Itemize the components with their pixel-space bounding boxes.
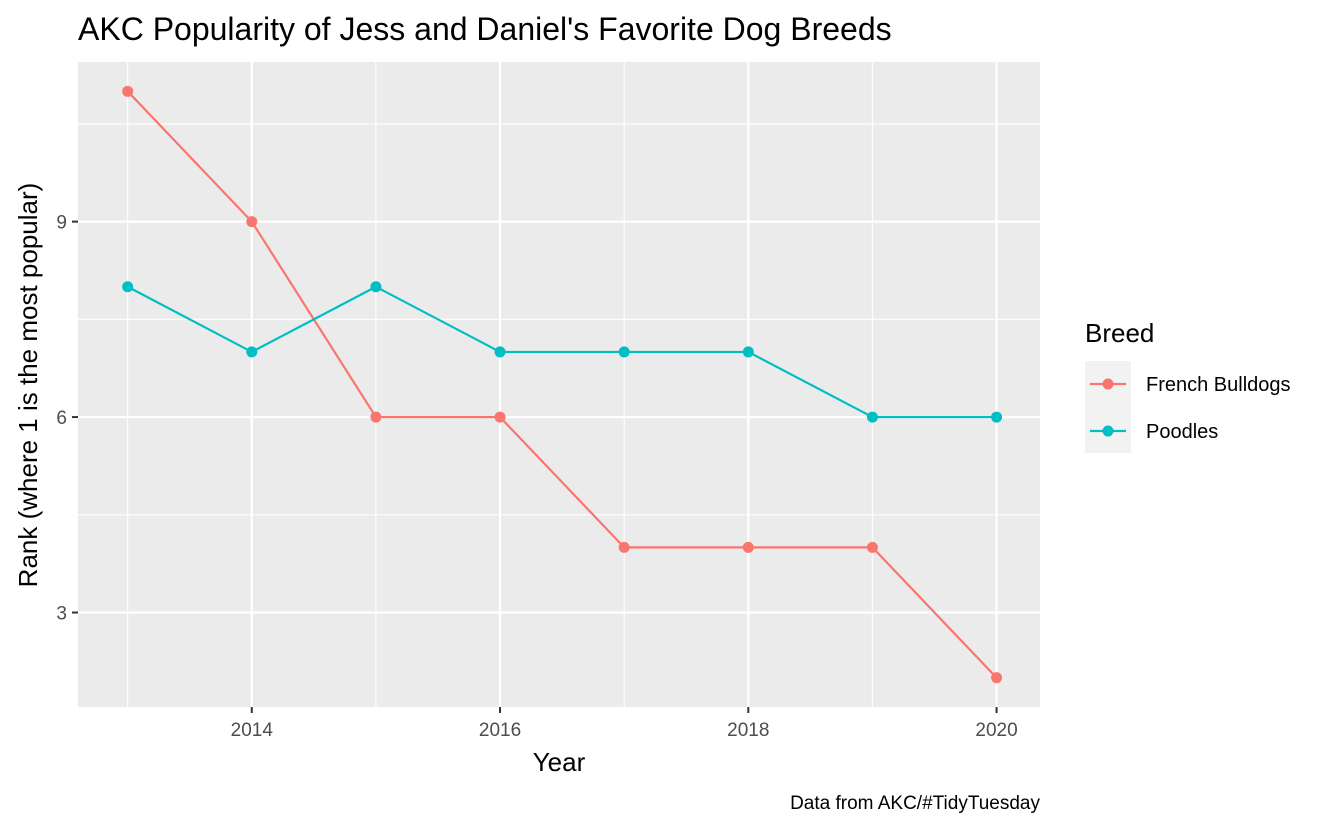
data-point (246, 346, 258, 358)
data-point (122, 281, 134, 293)
legend: Breed French Bulldogs Poodles (1085, 318, 1291, 453)
x-tick-label: 2020 (975, 720, 1017, 741)
series-line-1 (127, 285, 997, 419)
x-tick-label: 2016 (479, 720, 521, 741)
y-tick-label: 3 (56, 604, 67, 625)
data-point (866, 411, 878, 423)
y-axis-title: Rank (where 1 is the most popular) (13, 183, 43, 588)
legend-key-bg (1085, 361, 1131, 453)
x-axis-title: Year (533, 747, 586, 777)
series-layer (122, 85, 1003, 684)
legend-title: Breed (1085, 318, 1154, 348)
data-point (618, 346, 630, 358)
data-point (370, 281, 382, 293)
data-point (991, 672, 1003, 684)
data-point (866, 541, 878, 553)
x-axis-ticks: 2014 2016 2018 2020 (231, 707, 1018, 741)
data-point (742, 346, 754, 358)
plot-panel (78, 62, 1040, 707)
data-point (370, 411, 382, 423)
grid-minor (78, 62, 1040, 707)
series-line-0 (126, 90, 998, 679)
y-axis-ticks: 3 6 9 (56, 213, 78, 625)
legend-key-point (1102, 378, 1114, 390)
chart-title: AKC Popularity of Jess and Daniel's Favo… (78, 11, 892, 47)
x-tick-label: 2018 (727, 720, 769, 741)
data-point (494, 411, 506, 423)
x-tick-label: 2014 (231, 720, 274, 741)
legend-label: French Bulldogs (1146, 374, 1291, 396)
legend-key-point (1102, 425, 1114, 437)
caption: Data from AKC/#TidyTuesday (790, 793, 1040, 814)
data-point (122, 85, 134, 97)
data-point (742, 541, 754, 553)
legend-label: Poodles (1146, 421, 1218, 443)
y-tick-label: 6 (56, 408, 67, 429)
data-point (246, 216, 258, 228)
data-point (991, 411, 1003, 423)
data-point (618, 541, 630, 553)
y-tick-label: 9 (56, 213, 67, 234)
data-point (494, 346, 506, 358)
